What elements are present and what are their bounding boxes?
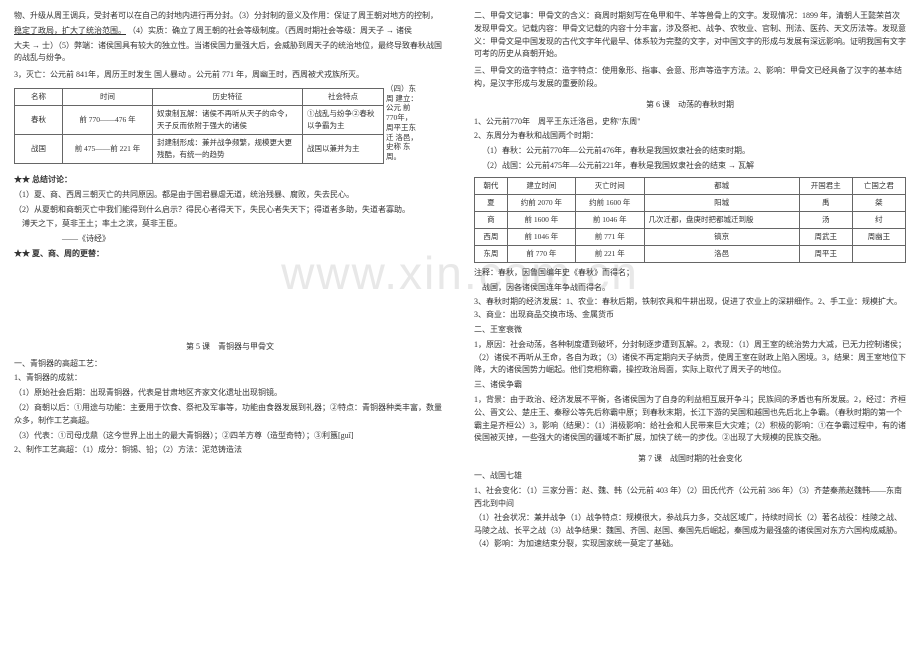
t2-note: 注释：春秋，因鲁国编年史《春秋》而得名；	[474, 267, 906, 280]
t2-r2c3: 镐京	[644, 228, 799, 245]
t2-r2c4: 周武王	[799, 228, 852, 245]
sec3-1: 1，背景：由于政治、经济发展不平衡，各诸侯国为了自身的利益相互展开争斗；民族间的…	[474, 394, 906, 445]
lesson7-title: 第 7 课 战国时期的社会变化	[474, 453, 906, 466]
t1-r0c1: 前 770——476 年	[63, 105, 153, 134]
poem1: 溥天之下，莫非王土；率土之滨，莫非王臣。	[14, 218, 446, 231]
conclude: ★★ 夏、商、周的更替：	[14, 248, 446, 261]
sec1-1b: （2）商朝以后：①用途与功能：主要用于饮食、祭祀及军事等，功能由食器发展到礼器；…	[14, 402, 446, 428]
t2-r0c1: 约前 2070 年	[507, 194, 575, 211]
sec2-1: 1，原因：社会动荡，各种制度遭到破坏，分封制逐步遭到瓦解。2，表现：（1）周王室…	[474, 339, 906, 377]
t1-r0c2: 奴隶制瓦解：诸侯不再听从天子的命令，天子反而依附于强大的诸侯	[153, 105, 303, 134]
left-column: 物、升级从周王调兵，受封者可以在自己的封地内进行再分封。（3）分封制的意义及作用…	[0, 0, 460, 650]
lesson5-title: 第 5 课 青铜器与甲骨文	[14, 341, 446, 354]
t2-r2c1: 前 1046 年	[507, 228, 575, 245]
l-para1c: （4）实质：确立了周王朝的社会等级制度。（西周时期社会等级：周天子 → 诸侯	[128, 26, 412, 35]
t2-r3c5	[852, 245, 905, 262]
lesson6-title: 第 6 课 动荡的春秋时期	[474, 99, 906, 112]
l6-2a: （1）春秋：公元前770年—公元前476年，春秋是我国奴隶社会的结束时期。	[474, 145, 906, 158]
l-para1d: 大夫 → 士）（5）弊端：诸侯国具有较大的独立性。当诸侯国力量强大后，会威胁到周…	[14, 40, 446, 66]
table2: 朝代 建立时间 灭亡时间 都城 开国君主 亡国之君 夏 约前 2070 年 约前…	[474, 177, 906, 263]
t2-h3: 都城	[644, 177, 799, 194]
t2-r0c0: 夏	[475, 194, 508, 211]
t2-h5: 亡国之君	[852, 177, 905, 194]
sec1-1a: （1）原始社会后期：出现青铜器，代表是甘肃地区齐家文化遗址出现铜镜。	[14, 387, 446, 400]
l-para1a: 物、升级从周王调兵，受封者可以在自己的封地内进行再分封。（3）分封制的意义及作用…	[14, 10, 446, 23]
sec7-1a: 1、社会变化：（1）三家分晋：赵、魏、韩（公元前 403 年）（2）田氏代齐（公…	[474, 485, 906, 511]
l6-2: 2、东周分为春秋和战国两个时期：	[474, 130, 906, 143]
l6-3: 3、春秋时期的经济发展：1、农业：春秋后期，铁制农具和牛耕出现，促进了农业上的深…	[474, 296, 906, 322]
t2-r3c3: 洛邑	[644, 245, 799, 262]
t2-r1c0: 商	[475, 211, 508, 228]
sec1-title: 一、青铜器的高超工艺：	[14, 358, 446, 371]
page: 物、升级从周王调兵，受封者可以在自己的封地内进行再分封。（3）分封制的意义及作用…	[0, 0, 920, 650]
t1-h2: 历史特征	[153, 88, 303, 105]
sec3-title: 三、诸侯争霸	[474, 379, 906, 392]
r-para1: 二、甲骨文记事：甲骨文的含义：商周时期刻写在龟甲和牛、羊等兽骨上的文字。发现情况…	[474, 10, 906, 61]
t2-r1c4: 汤	[799, 211, 852, 228]
t2-r0c4: 禹	[799, 194, 852, 211]
discuss1: （1）夏、商、西周三朝灭亡的共同原因。都是由于国君暴虐无道，统治残暴、腐败，失去…	[14, 189, 446, 202]
l6-1: 1、公元前770年 周平王东迁洛邑，史称"东周"	[474, 116, 906, 129]
sec1-2: 2、制作工艺高超：（1）成分：铜锡、铅；（2）方法：泥范铸造法	[14, 444, 446, 457]
sec1-1: 1、青铜器的成就：	[14, 372, 446, 385]
t2-note2: 战国，因各诸侯国连年争战而得名。	[474, 282, 906, 295]
t2-r0c2: 约前 1600 年	[576, 194, 644, 211]
t1-r0c0: 春秋	[15, 105, 63, 134]
t1-h0: 名称	[15, 88, 63, 105]
sec7-1: 一、战国七雄	[474, 470, 906, 483]
t2-h0: 朝代	[475, 177, 508, 194]
t2-r3c1: 前 770 年	[507, 245, 575, 262]
t2-r0c3: 阳城	[644, 194, 799, 211]
t2-r2c0: 西周	[475, 228, 508, 245]
t2-r3c2: 前 221 年	[576, 245, 644, 262]
t2-r3c0: 东周	[475, 245, 508, 262]
discuss-title: ★★ 总结讨论：	[14, 174, 446, 187]
table1-side-note: （四）东 周 建立：公元 前770年，周平王东迁 洛邑，史称 东周。	[384, 84, 418, 162]
right-column: 二、甲骨文记事：甲骨文的含义：商周时期刻写在龟甲和牛、羊等兽骨上的文字。发现情况…	[460, 0, 920, 650]
table1: 名称 时间 历史特征 社会特点 春秋 前 770——476 年 奴隶制瓦解：诸侯…	[14, 88, 384, 164]
t1-h3: 社会特点	[303, 88, 384, 105]
l-para1b: 稳定了政局，扩大了统治范围。 （4）实质：确立了周王朝的社会等级制度。（西周时期…	[14, 25, 446, 38]
t2-h1: 建立时间	[507, 177, 575, 194]
poem-src: ——《诗经》	[14, 233, 446, 246]
r-para2: 三、甲骨文的造字特点：造字特点：使用象形、指事、会意、形声等造字方法。2、影响：…	[474, 65, 906, 91]
t2-r2c2: 前 771 年	[576, 228, 644, 245]
table1-wrap: 名称 时间 历史特征 社会特点 春秋 前 770——476 年 奴隶制瓦解：诸侯…	[14, 84, 446, 168]
sec2-title: 二、王室衰微	[474, 324, 906, 337]
l-para2: 3，灭亡：公元前 841年，周历王时发生 国人暴动 。公元前 771 年，周幽王…	[14, 69, 446, 82]
t2-r2c5: 周幽王	[852, 228, 905, 245]
t2-h4: 开国君主	[799, 177, 852, 194]
discuss2: （2）从夏朝和商朝灭亡中我们能得到什么启示？得民心者得天下，失民心者失天下；得道…	[14, 204, 446, 217]
sec1-1c: （3）代表：①司母戊鼎（这今世界上出土的最大青铜器）；②四羊方尊（造型奇特）；③…	[14, 430, 446, 443]
t1-r1c3: 战国以兼并为主	[303, 134, 384, 163]
t2-r0c5: 桀	[852, 194, 905, 211]
spacer	[14, 263, 446, 333]
t2-h2: 灭亡时间	[576, 177, 644, 194]
sec7-1b: （1）社会状况：兼并战争（1）战争特点：规模很大，参战兵力多，交战区域广，持续时…	[474, 512, 906, 550]
t1-r1c2: 封建制形成：兼并战争频繁，规模更大更残酷，有统一的趋势	[153, 134, 303, 163]
t1-r1c1: 前 475——前 221 年	[63, 134, 153, 163]
l6-2b: （2）战国：公元前475年—公元前221年，春秋是我国奴隶社会的结束 → 瓦解	[474, 160, 906, 173]
t1-h1: 时间	[63, 88, 153, 105]
l-underline-1: 稳定了政局，扩大了统治范围。	[14, 26, 126, 35]
t2-r1c1: 前 1600 年	[507, 211, 575, 228]
t2-r3c4: 周平王	[799, 245, 852, 262]
t1-r0c3: ①战乱与纷争②春秋以争霸为主	[303, 105, 384, 134]
t2-r1c2: 前 1046 年	[576, 211, 644, 228]
t2-r1c3: 几次迁都，盘庚时把都城迁到殷	[644, 211, 799, 228]
t2-r1c5: 纣	[852, 211, 905, 228]
t1-r1c0: 战国	[15, 134, 63, 163]
